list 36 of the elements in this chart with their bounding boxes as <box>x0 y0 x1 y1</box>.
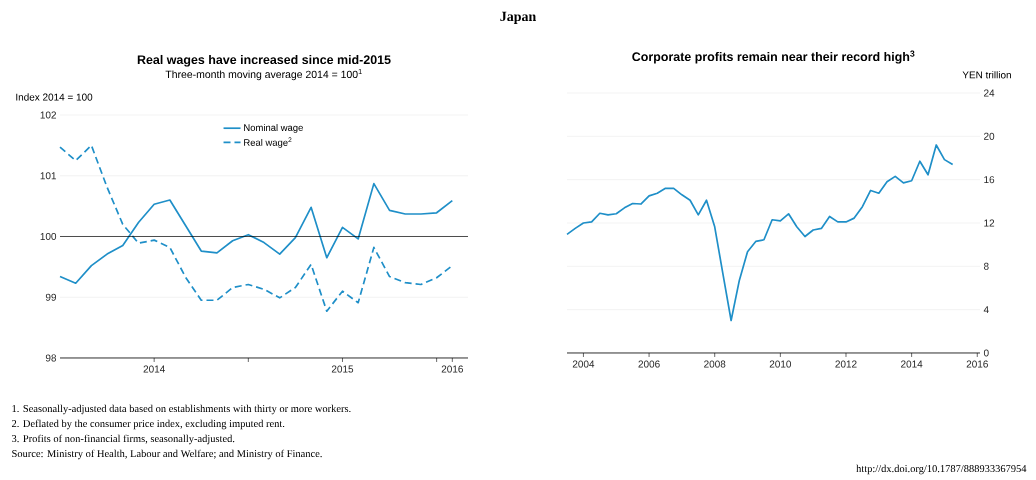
chart-title: Corporate profits remain near their record high$^{3}$ <box>632 50 915 64</box>
x-tick-label: 2015 <box>331 365 354 373</box>
y-tick-label: 0 <box>983 349 989 357</box>
x-tick-label: 2014 <box>901 360 923 368</box>
y-tick-label: 4 <box>983 306 989 314</box>
y-tick-label: 20 <box>984 132 995 140</box>
text: Japan <box>500 11 537 24</box>
chart-subtitle: Three-month moving average 2014 = 100$^{1}$ <box>165 68 362 81</box>
y-tick-label: 12 <box>984 219 995 227</box>
x-tick-label: 2012 <box>835 360 857 368</box>
y-tick-label: 98 <box>45 354 57 362</box>
x-tick-label: 2008 <box>704 360 726 368</box>
y-tick-label: 24 <box>984 89 995 97</box>
x-tick-label: 2004 <box>572 360 595 368</box>
x-tick-label: 2016 <box>441 365 463 373</box>
x-tick-label: 2006 <box>638 360 660 368</box>
x-tick-label: 2016 <box>966 360 988 368</box>
line-series <box>566 144 954 322</box>
y-axis-title: Index 2014 = 100 <box>16 93 93 101</box>
source-note: Source: Ministry of Health, Labour and Welfare; and Ministry of Finance. <box>12 449 322 460</box>
text: 2. Deflated by the consumer price index, excluding imputed rent. <box>11 419 285 430</box>
y-tick-label: 8 <box>983 262 989 270</box>
x-tick-label: 2014 <box>143 365 165 373</box>
y-tick-label: 16 <box>984 176 995 184</box>
y-tick-label: 102 <box>40 111 56 119</box>
legend-label: Nominal wage <box>244 124 303 133</box>
legend-label: Real wage$^{2}$ <box>244 137 292 148</box>
text: 3. Profits of non-financial firms, seasonally-adjusted. <box>12 434 235 445</box>
y-tick-label: 100 <box>40 232 57 241</box>
text: http://dx.doi.org/10.1787/888933367954 <box>856 464 1027 475</box>
text: 1. Seasonally-adjusted data based on establishments with thirty or more workers. <box>12 404 351 415</box>
x-tick-label: 2010 <box>769 360 792 368</box>
y-tick-label: 101 <box>40 172 57 180</box>
y-tick-label: 99 <box>45 293 57 301</box>
chart-title: Real wages have increased since mid-2015 <box>137 54 391 67</box>
y-axis-title: YEN trillion <box>962 71 1011 79</box>
